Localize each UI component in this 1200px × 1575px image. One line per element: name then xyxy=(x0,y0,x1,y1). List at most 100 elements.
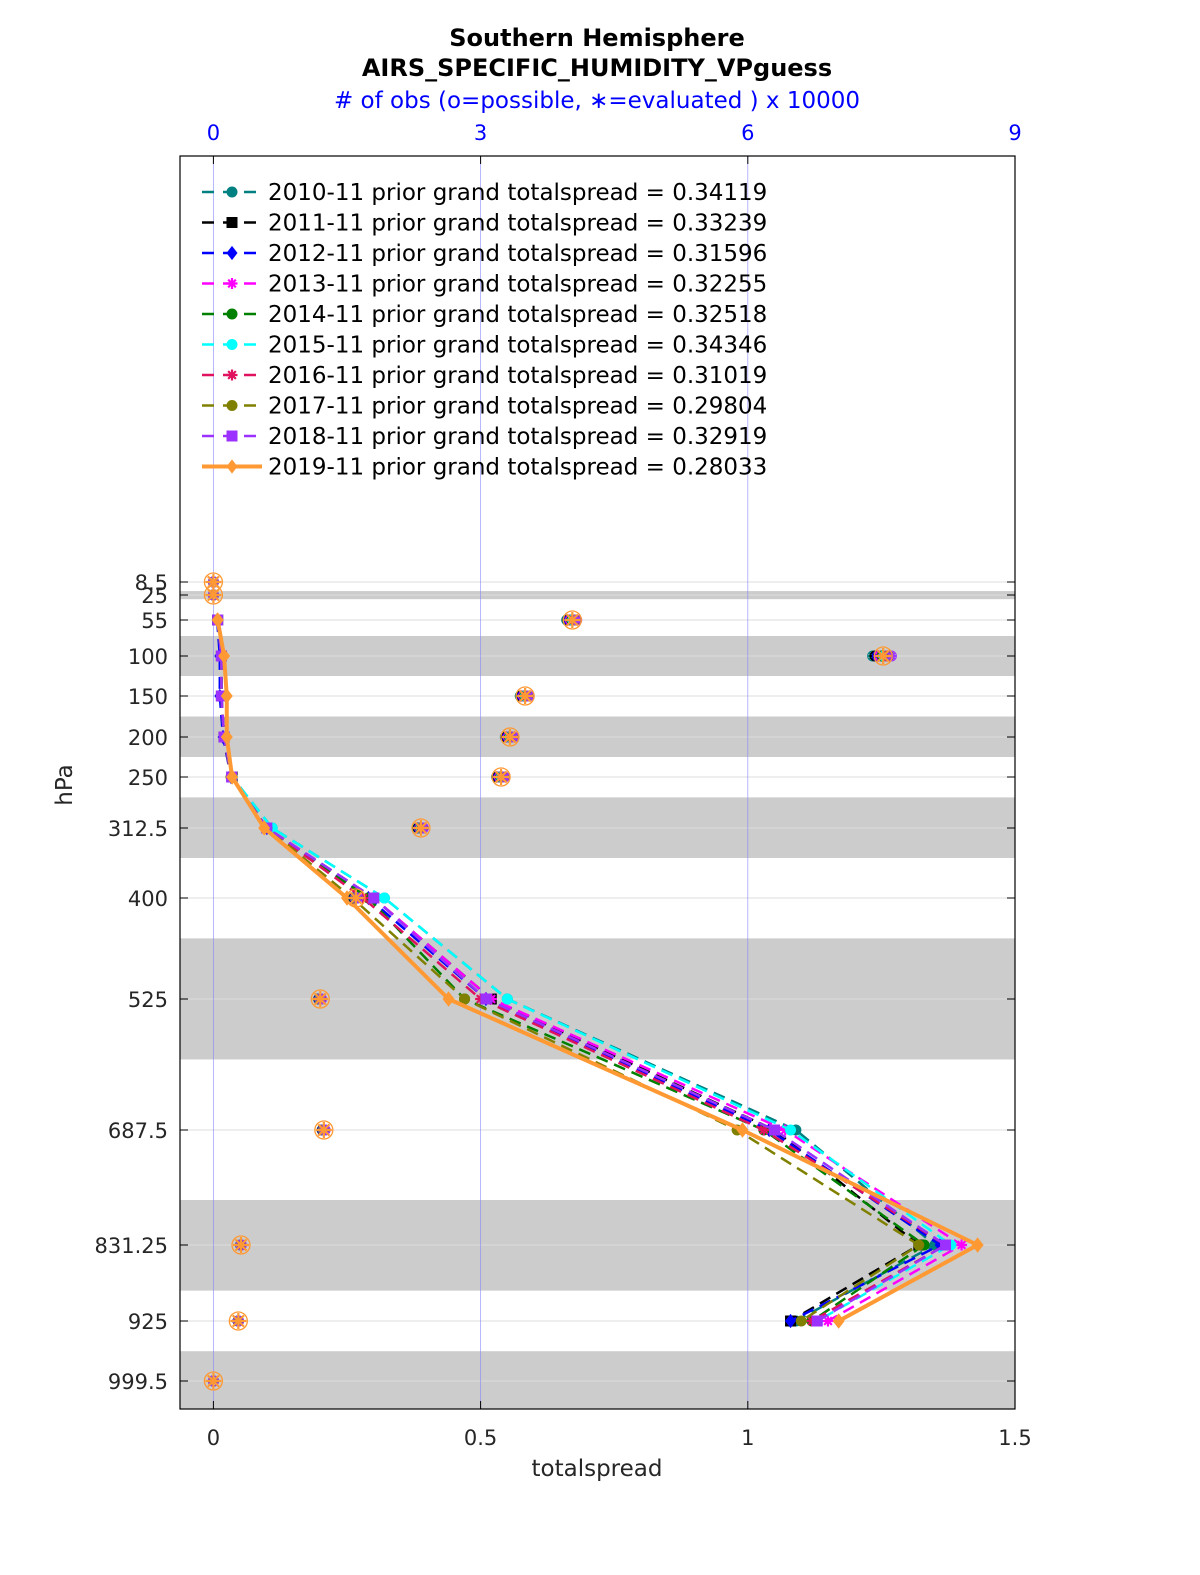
legend: 2010-11 prior grand totalspread = 0.3411… xyxy=(202,180,767,481)
top-axis-label: # of obs (o=possible, ∗=evaluated ) x 10… xyxy=(334,88,860,114)
series-lines xyxy=(211,612,984,1329)
obs-evaluated-9-6 xyxy=(493,769,510,785)
series-5-point-8 xyxy=(785,1124,797,1136)
obs-possible-9-2 xyxy=(562,610,582,630)
legend-item-2: 2012-11 prior grand totalspread = 0.3159… xyxy=(202,241,767,267)
y-tick-label-2: 55 xyxy=(141,609,168,633)
legend-marker-1 xyxy=(226,217,238,228)
series-8-point-8 xyxy=(769,1124,781,1136)
obs-possible-9-4 xyxy=(515,686,535,706)
series-8-point-7 xyxy=(480,993,492,1005)
bottom-axis-ticks: 0 0.5 1 1.5 xyxy=(207,1401,1032,1450)
obs-evaluated-9-3 xyxy=(875,648,892,664)
obs-possible-9-10 xyxy=(314,1120,334,1140)
obs-evaluated-8-3 xyxy=(886,651,896,661)
x-tick-label-2: 1 xyxy=(741,1426,754,1450)
y-tick-label-12: 925 xyxy=(128,1310,168,1334)
legend-item-3: 2013-11 prior grand totalspread = 0.3225… xyxy=(202,272,767,298)
obs-possible-9-12 xyxy=(228,1311,248,1331)
series-9-point-1 xyxy=(218,648,231,664)
legend-label-5: 2015-11 prior grand totalspread = 0.3434… xyxy=(268,333,767,359)
y-axis-label: hPa xyxy=(52,764,78,806)
series-9-point-7 xyxy=(442,991,455,1007)
obs-evaluated-9-8 xyxy=(347,890,364,906)
series-7-point-9 xyxy=(913,1239,925,1251)
legend-marker-5 xyxy=(226,339,238,350)
obs-possible-9-6 xyxy=(491,767,511,787)
legend-label-8: 2018-11 prior grand totalspread = 0.3291… xyxy=(268,424,767,450)
top-tick-label-0: 0 xyxy=(207,121,220,145)
x-tick-label-1: 0.5 xyxy=(464,1426,497,1450)
top-axis-ticks: 0 3 6 9 xyxy=(207,121,1022,164)
series-9-point-0 xyxy=(211,612,224,628)
series-8-point-6 xyxy=(368,892,380,904)
obs-evaluated-9-0 xyxy=(205,574,222,590)
series-8-point-10 xyxy=(811,1315,823,1327)
legend-label-3: 2013-11 prior grand totalspread = 0.3225… xyxy=(268,272,767,298)
legend-marker-7 xyxy=(226,400,238,411)
series-5-point-7 xyxy=(501,993,513,1005)
legend-marker-9 xyxy=(226,459,238,474)
series-9-point-8 xyxy=(736,1122,749,1138)
legend-label-2: 2012-11 prior grand totalspread = 0.3159… xyxy=(268,241,767,267)
obs-count-markers xyxy=(203,572,897,1391)
legend-item-4: 2014-11 prior grand totalspread = 0.3251… xyxy=(202,302,767,328)
y-tick-label-1: 25 xyxy=(141,584,168,608)
legend-label-9: 2019-11 prior grand totalspread = 0.2803… xyxy=(268,455,767,481)
legend-item-6: 2016-11 prior grand totalspread = 0.3101… xyxy=(202,363,767,389)
y-tick-label-7: 312.5 xyxy=(108,817,168,841)
top-tick-label-2: 6 xyxy=(741,121,754,145)
x-axis-label: totalspread xyxy=(532,1456,663,1482)
legend-marker-8 xyxy=(226,430,238,442)
series-9-point-2 xyxy=(220,688,233,704)
obs-evaluated-9-2 xyxy=(564,612,581,628)
legend-item-1: 2011-11 prior grand totalspread = 0.3323… xyxy=(202,211,767,237)
plot-frame xyxy=(179,155,1016,1410)
series-9-point-5 xyxy=(258,820,271,836)
series-9-point-3 xyxy=(220,729,233,745)
series-8-point-9 xyxy=(940,1239,952,1251)
legend-label-4: 2014-11 prior grand totalspread = 0.3251… xyxy=(268,302,767,328)
obs-evaluated-9-7 xyxy=(412,820,429,836)
series-7-point-10 xyxy=(795,1315,807,1327)
legend-label-6: 2016-11 prior grand totalspread = 0.3101… xyxy=(268,363,767,389)
legend-label-1: 2011-11 prior grand totalspread = 0.3323… xyxy=(268,211,767,237)
y-tick-label-13: 999.5 xyxy=(108,1370,168,1394)
legend-item-9: 2019-11 prior grand totalspread = 0.2803… xyxy=(202,455,767,481)
series-9-point-4 xyxy=(226,769,239,785)
obs-evaluated-9-4 xyxy=(517,688,534,704)
legend-item-5: 2015-11 prior grand totalspread = 0.3434… xyxy=(202,333,767,359)
series-3-point-9 xyxy=(956,1239,968,1251)
chart-title: Southern Hemisphere xyxy=(449,24,745,52)
obs-evaluated-9-9 xyxy=(312,991,329,1007)
y-tick-label-5: 200 xyxy=(128,726,168,750)
obs-possible-9-11 xyxy=(231,1235,251,1255)
legend-marker-4 xyxy=(226,308,238,320)
legend-item-8: 2018-11 prior grand totalspread = 0.3291… xyxy=(202,424,767,450)
y-tick-label-10: 687.5 xyxy=(108,1119,168,1143)
series-6-point-8 xyxy=(758,1124,770,1136)
y-tick-label-3: 100 xyxy=(128,645,168,669)
top-tick-label-1: 3 xyxy=(474,121,487,145)
obs-evaluated-9-13 xyxy=(205,1373,222,1389)
obs-evaluated-9-10 xyxy=(315,1122,332,1138)
x-tick-label-3: 1.5 xyxy=(998,1426,1031,1450)
series-7-point-7 xyxy=(459,993,471,1005)
y-tick-label-9: 525 xyxy=(128,988,168,1012)
obs-evaluated-9-5 xyxy=(501,729,518,745)
series-3-point-10 xyxy=(822,1315,834,1327)
obs-possible-9-5 xyxy=(500,727,520,747)
series-9 xyxy=(211,612,984,1329)
legend-item-7: 2017-11 prior grand totalspread = 0.2980… xyxy=(202,394,767,420)
x-tick-label-0: 0 xyxy=(207,1426,220,1450)
legend-label-0: 2010-11 prior grand totalspread = 0.3411… xyxy=(268,180,767,206)
series-9-point-10 xyxy=(832,1313,845,1329)
top-tick-label-3: 9 xyxy=(1008,121,1021,145)
y-tick-label-8: 400 xyxy=(128,887,168,911)
obs-possible-9-7 xyxy=(411,818,431,838)
legend-marker-2 xyxy=(226,245,238,261)
obs-evaluated-9-11 xyxy=(233,1237,250,1253)
series-9-point-9 xyxy=(971,1237,984,1253)
